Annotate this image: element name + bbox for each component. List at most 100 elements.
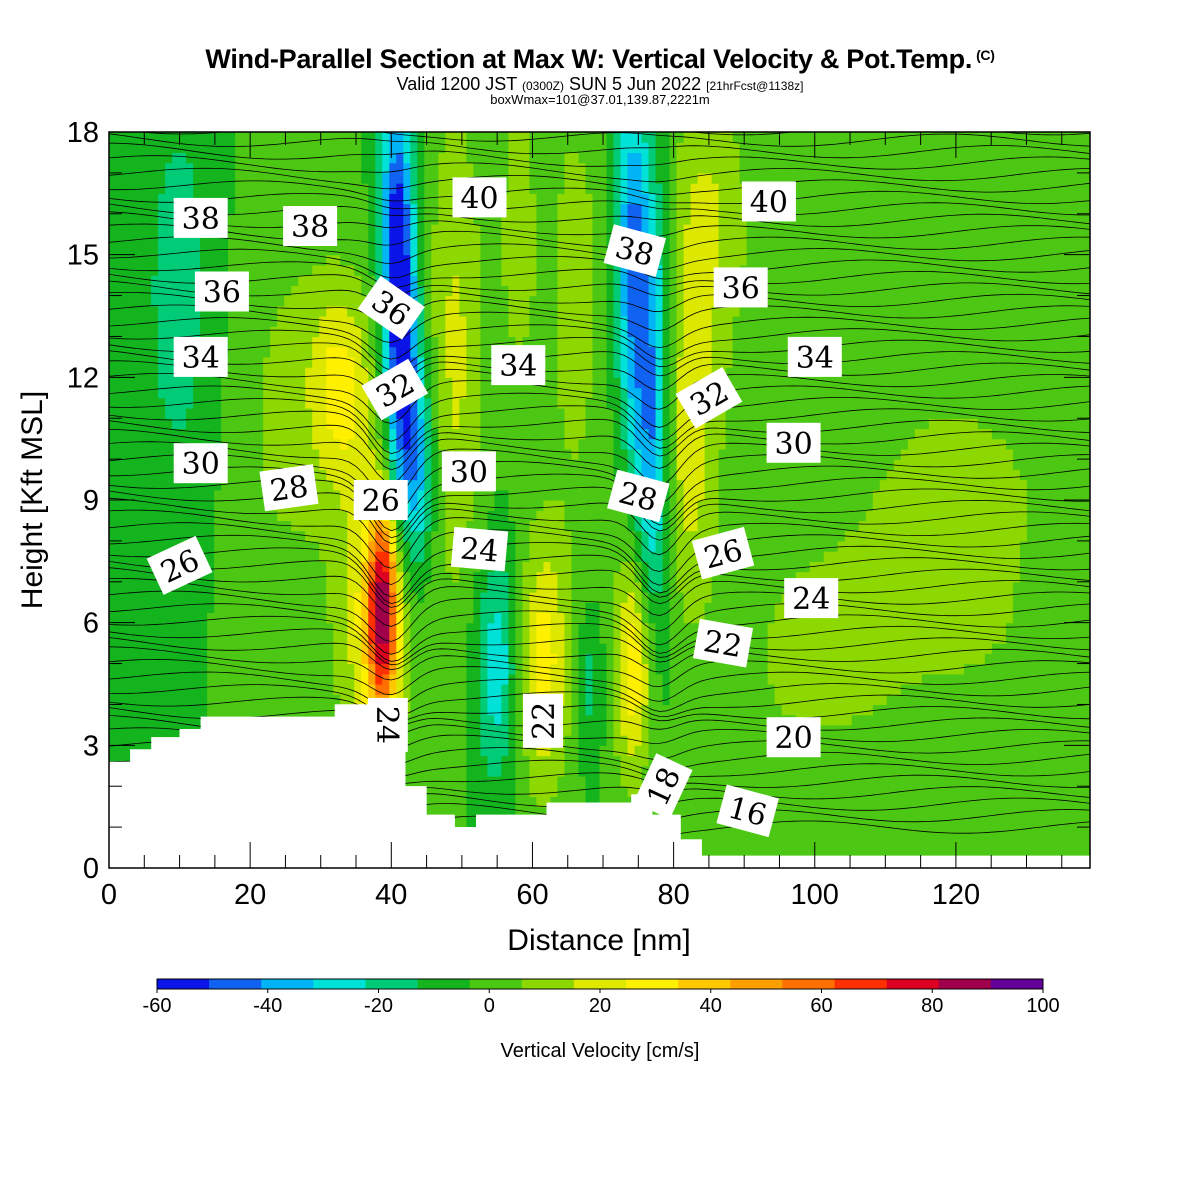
w-cell: [550, 602, 559, 614]
w-cell: [746, 847, 755, 859]
w-cell: [585, 643, 594, 654]
w-cell: [648, 581, 657, 593]
w-cell: [599, 786, 608, 798]
w-cell: [557, 673, 566, 685]
w-cell: [991, 581, 1000, 593]
w-cell: [340, 561, 348, 573]
w-cell: [830, 765, 839, 777]
w-cell: [788, 827, 797, 838]
w-cell: [361, 571, 369, 583]
w-cell: [354, 673, 362, 685]
w-cell: [1054, 704, 1063, 716]
w-cell: [620, 540, 629, 552]
w-cell: [151, 571, 159, 583]
w-cell: [340, 643, 348, 654]
w-cell: [802, 530, 811, 542]
w-cell: [130, 735, 138, 746]
w-cell: [543, 745, 552, 757]
w-cell: [438, 673, 446, 685]
w-cell: [340, 663, 348, 675]
w-cell: [508, 653, 517, 665]
w-cell: [907, 540, 916, 552]
w-cell: [473, 632, 481, 644]
w-cell: [872, 806, 881, 818]
w-cell: [200, 632, 208, 644]
w-cell: [249, 510, 257, 522]
w-cell: [200, 622, 208, 634]
w-cell: [578, 540, 587, 552]
w-cell: [669, 806, 678, 818]
w-cell: [942, 755, 951, 767]
w-cell: [823, 540, 832, 552]
w-cell: [473, 796, 481, 808]
w-cell: [263, 653, 271, 665]
w-cell: [382, 530, 390, 542]
w-cell: [326, 540, 334, 552]
w-cell: [1068, 602, 1077, 614]
w-cell: [1005, 806, 1014, 818]
w-cell: [956, 551, 965, 562]
w-cell: [347, 673, 355, 685]
w-cell: [522, 796, 531, 808]
w-cell: [879, 571, 888, 583]
w-cell: [410, 581, 418, 593]
w-cell: [494, 724, 502, 736]
w-cell: [676, 632, 685, 644]
w-cell: [998, 704, 1007, 716]
w-cell: [361, 540, 369, 552]
w-cell: [851, 827, 860, 838]
w-cell: [599, 776, 608, 787]
w-cell: [907, 561, 916, 573]
w-cell: [655, 724, 664, 736]
w-cell: [879, 755, 888, 767]
w-cell: [872, 530, 881, 542]
w-cell: [683, 571, 692, 583]
w-cell: [977, 714, 986, 726]
w-cell: [487, 806, 495, 818]
w-cell: [788, 520, 797, 532]
w-cell: [718, 827, 727, 838]
w-cell: [459, 684, 467, 695]
w-cell: [893, 837, 902, 849]
w-cell: [690, 745, 699, 757]
w-cell: [179, 520, 187, 532]
w-cell: [536, 632, 545, 644]
w-cell: [1033, 724, 1042, 736]
w-cell: [634, 612, 643, 624]
w-cell: [886, 714, 895, 726]
w-cell: [438, 551, 446, 562]
w-cell: [767, 540, 776, 552]
w-cell: [382, 581, 390, 593]
w-cell: [970, 684, 979, 695]
w-cell: [858, 837, 867, 849]
w-cell: [235, 500, 243, 511]
w-cell: [655, 735, 664, 746]
w-cell: [1040, 673, 1049, 685]
w-cell: [690, 724, 699, 736]
w-cell: [263, 581, 271, 593]
w-cell: [781, 551, 790, 562]
w-cell: [977, 530, 986, 542]
w-cell: [718, 663, 727, 675]
w-cell: [326, 510, 334, 522]
w-cell: [956, 704, 965, 716]
w-cell: [389, 530, 397, 542]
w-cell: [683, 653, 692, 665]
w-cell: [753, 735, 762, 746]
w-cell: [459, 806, 467, 818]
w-cell: [571, 581, 580, 593]
w-cell: [1026, 704, 1035, 716]
w-cell: [340, 673, 348, 685]
w-cell: [746, 530, 755, 542]
w-cell: [480, 602, 488, 614]
w-cell: [130, 653, 138, 665]
w-cell: [585, 500, 594, 511]
w-cell: [312, 551, 320, 562]
w-cell: [438, 724, 446, 736]
w-cell: [676, 500, 685, 511]
w-cell: [1005, 551, 1014, 562]
w-cell: [592, 622, 601, 634]
w-cell: [130, 602, 138, 614]
w-cell: [480, 622, 488, 634]
w-cell: [1054, 643, 1063, 654]
